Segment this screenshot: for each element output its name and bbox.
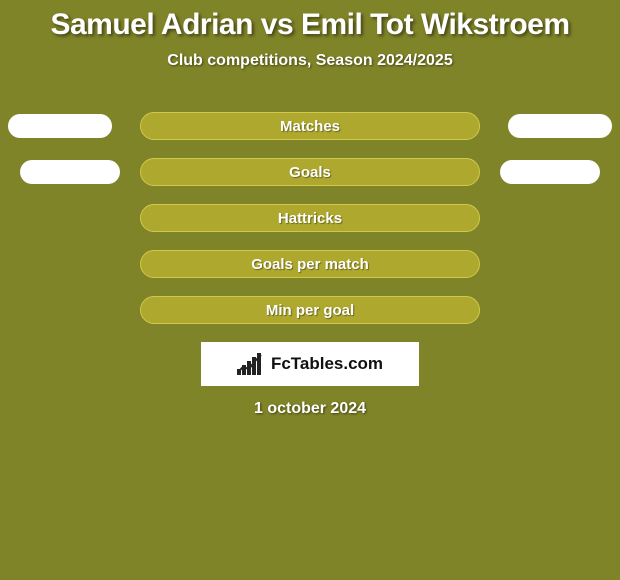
metric-label: Goals per match [251, 256, 369, 273]
logo-text: FcTables.com [271, 354, 383, 374]
left-value-oval [20, 160, 120, 184]
logo-box: FcTables.com [201, 342, 419, 386]
metric-bar: Goals per match [140, 250, 480, 278]
metric-bar: Goals [140, 158, 480, 186]
metric-label: Min per goal [266, 302, 354, 319]
subtitle: Club competitions, Season 2024/2025 [0, 52, 620, 70]
metric-bar: Matches [140, 112, 480, 140]
left-value-oval [8, 114, 112, 138]
metric-row: Goals [0, 158, 620, 186]
metric-row: Goals per match [0, 250, 620, 278]
right-value-oval [508, 114, 612, 138]
metric-label: Goals [289, 164, 331, 181]
metric-label: Hattricks [278, 210, 342, 227]
page-title: Samuel Adrian vs Emil Tot Wikstroem [0, 0, 620, 42]
metric-label: Matches [280, 118, 340, 135]
logo-chart-icon [237, 353, 265, 375]
right-value-oval [500, 160, 600, 184]
metric-rows: Matches Goals Hattricks Goals per match Min … [0, 112, 620, 324]
metric-bar: Hattricks [140, 204, 480, 232]
metric-row: Matches [0, 112, 620, 140]
metric-row: Min per goal [0, 296, 620, 324]
metric-row: Hattricks [0, 204, 620, 232]
date-label: 1 october 2024 [0, 400, 620, 418]
metric-bar: Min per goal [140, 296, 480, 324]
comparison-infographic: Samuel Adrian vs Emil Tot Wikstroem Club… [0, 0, 620, 580]
